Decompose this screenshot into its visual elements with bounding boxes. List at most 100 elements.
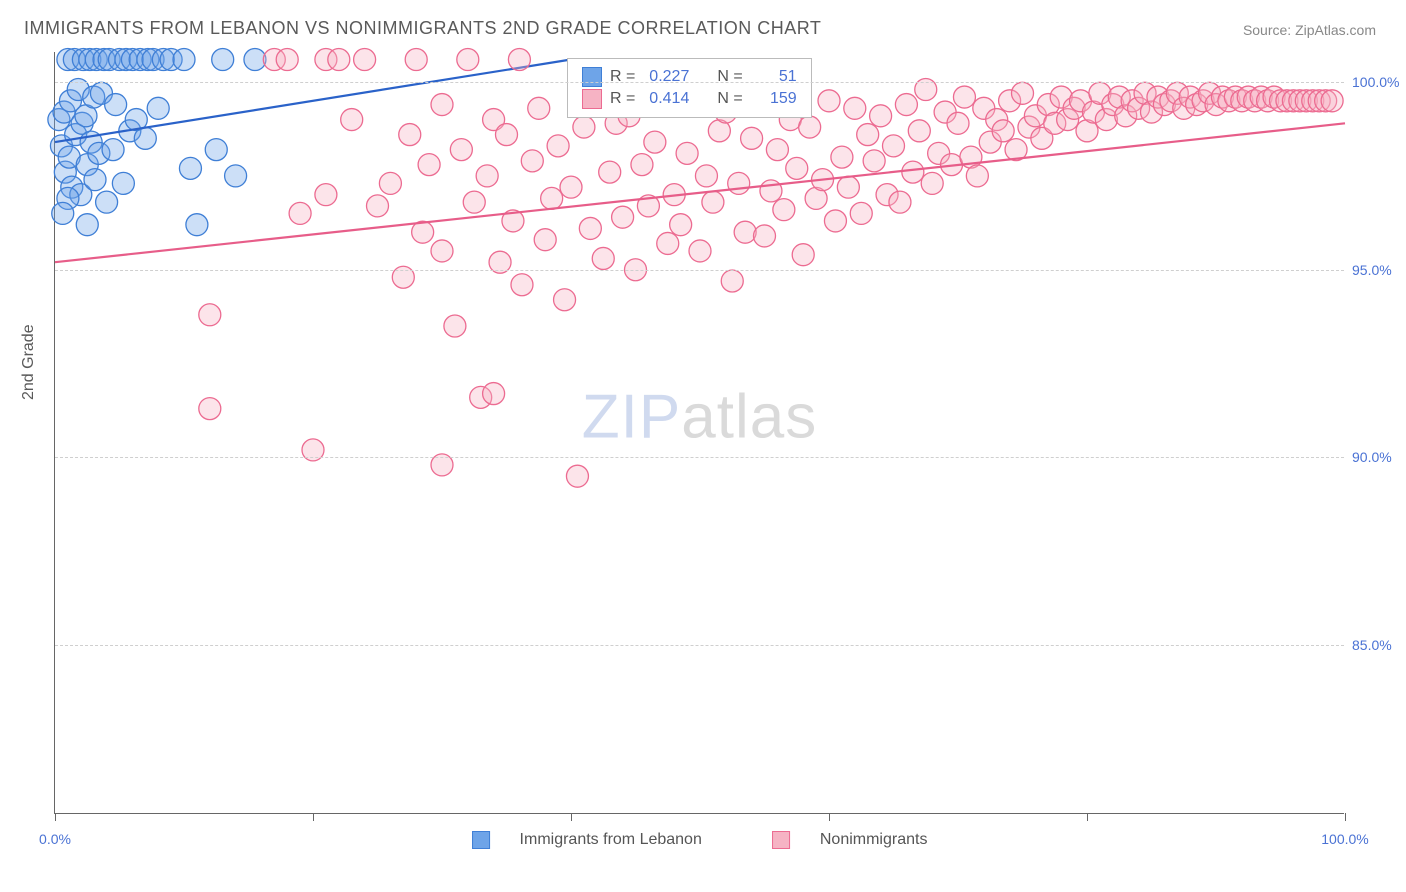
swatch-series2: [582, 89, 602, 109]
data-point: [483, 383, 505, 405]
gridline: [55, 457, 1344, 458]
data-point: [450, 139, 472, 161]
data-point: [1321, 90, 1343, 112]
data-point: [612, 206, 634, 228]
data-point: [966, 165, 988, 187]
data-point: [573, 116, 595, 138]
data-point: [521, 150, 543, 172]
data-point: [147, 97, 169, 119]
data-point: [953, 86, 975, 108]
n-label: N =: [717, 68, 742, 86]
legend-swatch-series2: [772, 831, 790, 849]
data-point: [947, 112, 969, 134]
data-point: [186, 214, 208, 236]
data-point: [554, 289, 576, 311]
data-point: [734, 221, 756, 243]
data-point: [599, 161, 621, 183]
gridline: [55, 645, 1344, 646]
chart-svg: [55, 52, 1344, 813]
data-point: [844, 97, 866, 119]
xtick-label: 0.0%: [39, 831, 71, 847]
data-point: [354, 49, 376, 71]
data-point: [84, 169, 106, 191]
data-point: [908, 120, 930, 142]
data-point: [431, 240, 453, 262]
r-value-series1: 0.227: [643, 68, 689, 86]
data-point: [766, 139, 788, 161]
data-point: [508, 49, 530, 71]
data-point: [444, 315, 466, 337]
data-point: [528, 97, 550, 119]
y-axis-label: 2nd Grade: [20, 324, 38, 400]
data-point: [754, 225, 776, 247]
ytick-label: 85.0%: [1352, 637, 1402, 653]
data-point: [476, 165, 498, 187]
data-point: [831, 146, 853, 168]
xtick: [313, 813, 314, 821]
data-point: [173, 49, 195, 71]
data-point: [689, 240, 711, 262]
xtick: [829, 813, 830, 821]
data-point: [205, 139, 227, 161]
legend-label-series2: Nonimmigrants: [820, 831, 928, 849]
data-point: [199, 398, 221, 420]
data-point: [592, 247, 614, 269]
data-point: [728, 172, 750, 194]
data-point: [276, 49, 298, 71]
data-point: [883, 135, 905, 157]
source-label: Source: ZipAtlas.com: [1243, 22, 1376, 38]
data-point: [799, 116, 821, 138]
data-point: [547, 135, 569, 157]
data-point: [199, 304, 221, 326]
data-point: [818, 90, 840, 112]
data-point: [52, 202, 74, 224]
data-point: [341, 109, 363, 131]
data-point: [644, 131, 666, 153]
data-point: [863, 150, 885, 172]
chart-title: IMMIGRANTS FROM LEBANON VS NONIMMIGRANTS…: [24, 18, 821, 39]
data-point: [857, 124, 879, 146]
stats-row-series1: R = 0.227 N = 51: [582, 67, 797, 87]
data-point: [1012, 82, 1034, 104]
data-point: [676, 142, 698, 164]
data-point: [399, 124, 421, 146]
ytick-label: 100.0%: [1352, 74, 1402, 90]
data-point: [560, 176, 582, 198]
data-point: [824, 210, 846, 232]
data-point: [837, 176, 859, 198]
stats-row-series2: R = 0.414 N = 159: [582, 89, 797, 109]
data-point: [134, 127, 156, 149]
xtick-label: 100.0%: [1321, 831, 1368, 847]
data-point: [579, 217, 601, 239]
r-label: R =: [610, 90, 635, 108]
data-point: [773, 199, 795, 221]
ytick-label: 95.0%: [1352, 262, 1402, 278]
stats-legend-box: R = 0.227 N = 51 R = 0.414 N = 159: [567, 58, 812, 118]
data-point: [786, 157, 808, 179]
data-point: [850, 202, 872, 224]
xtick: [571, 813, 572, 821]
legend-label-series1: Immigrants from Lebanon: [520, 831, 702, 849]
data-point: [328, 49, 350, 71]
data-point: [631, 154, 653, 176]
data-point: [102, 139, 124, 161]
data-point: [534, 229, 556, 251]
data-point: [741, 127, 763, 149]
n-value-series2: 159: [751, 90, 797, 108]
data-point: [431, 94, 453, 116]
gridline: [55, 82, 1344, 83]
data-point: [541, 187, 563, 209]
legend-bottom: Immigrants from Lebanon Nonimmigrants: [472, 831, 928, 849]
data-point: [670, 214, 692, 236]
data-point: [870, 105, 892, 127]
xtick: [1345, 813, 1346, 821]
data-point: [992, 120, 1014, 142]
data-point: [902, 161, 924, 183]
data-point: [315, 184, 337, 206]
gridline: [55, 270, 1344, 271]
ytick-label: 90.0%: [1352, 449, 1402, 465]
data-point: [379, 172, 401, 194]
data-point: [721, 270, 743, 292]
data-point: [702, 191, 724, 213]
data-point: [895, 94, 917, 116]
